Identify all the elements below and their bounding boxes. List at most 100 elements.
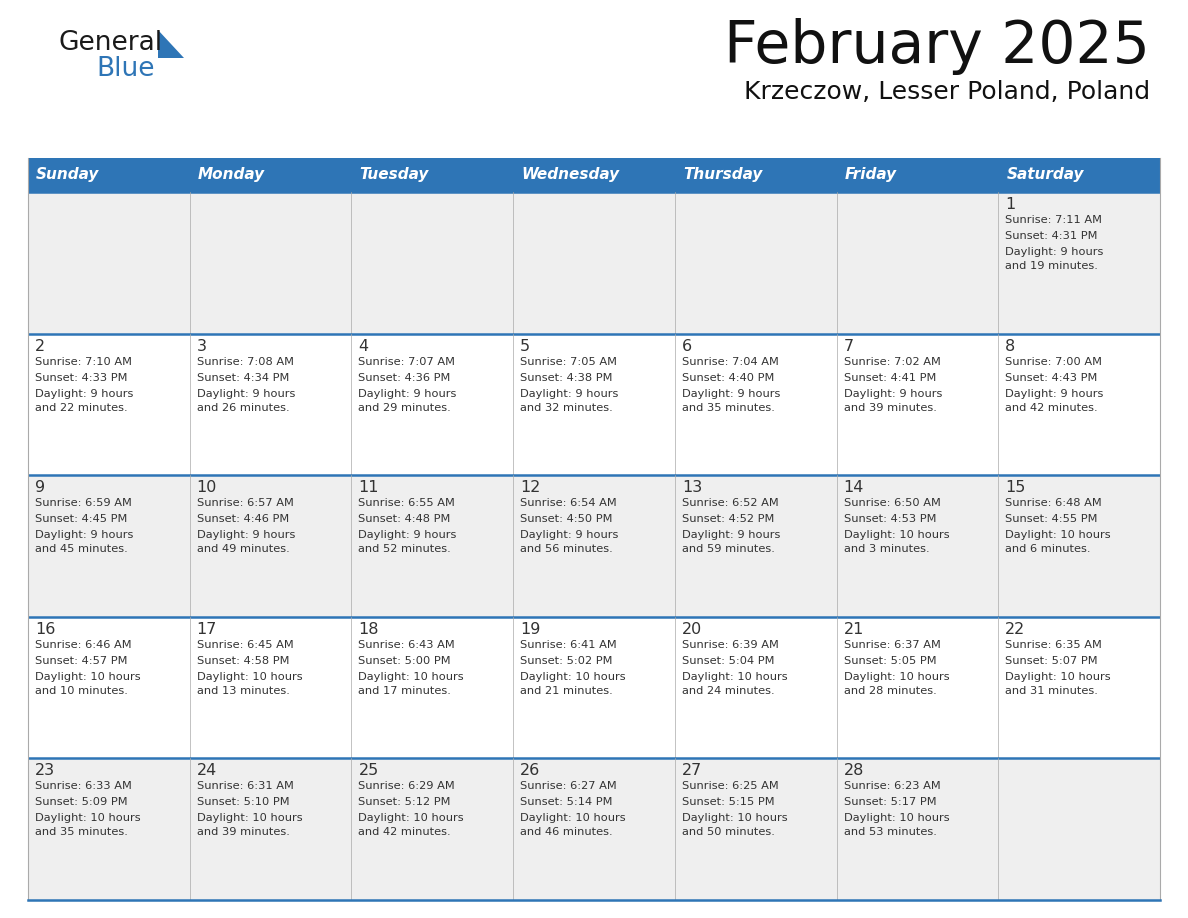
Text: Sunset: 4:36 PM: Sunset: 4:36 PM — [359, 373, 450, 383]
Text: Sunrise: 6:25 AM: Sunrise: 6:25 AM — [682, 781, 778, 791]
Text: Sunset: 5:17 PM: Sunset: 5:17 PM — [843, 798, 936, 808]
Text: Sunset: 5:04 PM: Sunset: 5:04 PM — [682, 655, 775, 666]
Text: Daylight: 9 hours: Daylight: 9 hours — [682, 531, 781, 540]
Text: Sunrise: 6:52 AM: Sunrise: 6:52 AM — [682, 498, 778, 509]
Text: Sunset: 5:10 PM: Sunset: 5:10 PM — [197, 798, 290, 808]
Text: Daylight: 10 hours: Daylight: 10 hours — [682, 813, 788, 823]
Text: Daylight: 10 hours: Daylight: 10 hours — [843, 531, 949, 540]
Bar — [29, 476, 1159, 617]
Text: and 56 minutes.: and 56 minutes. — [520, 544, 613, 554]
Text: Daylight: 9 hours: Daylight: 9 hours — [520, 531, 619, 540]
Text: Sunrise: 6:37 AM: Sunrise: 6:37 AM — [843, 640, 941, 650]
Text: and 35 minutes.: and 35 minutes. — [34, 827, 128, 837]
Text: Daylight: 9 hours: Daylight: 9 hours — [34, 531, 133, 540]
Text: Wednesday: Wednesday — [522, 167, 619, 183]
Text: and 28 minutes.: and 28 minutes. — [843, 686, 936, 696]
Text: and 26 minutes.: and 26 minutes. — [197, 403, 290, 412]
Text: 3: 3 — [197, 339, 207, 353]
Text: Sunset: 4:33 PM: Sunset: 4:33 PM — [34, 373, 127, 383]
Text: Sunset: 4:40 PM: Sunset: 4:40 PM — [682, 373, 775, 383]
Text: Sunset: 4:52 PM: Sunset: 4:52 PM — [682, 514, 775, 524]
Text: Sunrise: 6:43 AM: Sunrise: 6:43 AM — [359, 640, 455, 650]
Text: Daylight: 9 hours: Daylight: 9 hours — [843, 388, 942, 398]
Text: 21: 21 — [843, 621, 864, 637]
Text: Sunset: 4:45 PM: Sunset: 4:45 PM — [34, 514, 127, 524]
Text: 23: 23 — [34, 764, 55, 778]
Text: Daylight: 10 hours: Daylight: 10 hours — [1005, 531, 1111, 540]
Text: Daylight: 10 hours: Daylight: 10 hours — [34, 672, 140, 682]
Text: and 46 minutes.: and 46 minutes. — [520, 827, 613, 837]
Text: February 2025: February 2025 — [725, 18, 1150, 75]
Text: 8: 8 — [1005, 339, 1016, 353]
Text: 10: 10 — [197, 480, 217, 495]
Text: Sunset: 4:48 PM: Sunset: 4:48 PM — [359, 514, 450, 524]
Text: Sunrise: 6:50 AM: Sunrise: 6:50 AM — [843, 498, 941, 509]
Text: Daylight: 9 hours: Daylight: 9 hours — [359, 531, 457, 540]
Text: Sunset: 5:09 PM: Sunset: 5:09 PM — [34, 798, 127, 808]
Text: Monday: Monday — [197, 167, 265, 183]
Text: Sunrise: 6:27 AM: Sunrise: 6:27 AM — [520, 781, 617, 791]
Text: Daylight: 9 hours: Daylight: 9 hours — [1005, 247, 1104, 257]
Bar — [29, 158, 1159, 192]
Text: and 19 minutes.: and 19 minutes. — [1005, 261, 1098, 271]
Text: 22: 22 — [1005, 621, 1025, 637]
Text: Sunset: 5:02 PM: Sunset: 5:02 PM — [520, 655, 613, 666]
Text: Sunrise: 6:59 AM: Sunrise: 6:59 AM — [34, 498, 132, 509]
Text: Daylight: 10 hours: Daylight: 10 hours — [359, 672, 465, 682]
Text: 2: 2 — [34, 339, 45, 353]
Text: Daylight: 9 hours: Daylight: 9 hours — [34, 388, 133, 398]
Text: Daylight: 9 hours: Daylight: 9 hours — [359, 388, 457, 398]
Bar — [29, 192, 1159, 333]
Text: Sunset: 4:31 PM: Sunset: 4:31 PM — [1005, 231, 1098, 241]
Text: Sunrise: 6:48 AM: Sunrise: 6:48 AM — [1005, 498, 1102, 509]
Text: Sunrise: 6:31 AM: Sunrise: 6:31 AM — [197, 781, 293, 791]
Text: and 49 minutes.: and 49 minutes. — [197, 544, 290, 554]
Text: Sunset: 4:34 PM: Sunset: 4:34 PM — [197, 373, 289, 383]
Text: and 3 minutes.: and 3 minutes. — [843, 544, 929, 554]
Bar — [29, 758, 1159, 900]
Text: and 31 minutes.: and 31 minutes. — [1005, 686, 1098, 696]
Text: Daylight: 10 hours: Daylight: 10 hours — [682, 672, 788, 682]
Polygon shape — [158, 30, 184, 58]
Text: Sunrise: 6:41 AM: Sunrise: 6:41 AM — [520, 640, 617, 650]
Text: Sunset: 4:55 PM: Sunset: 4:55 PM — [1005, 514, 1098, 524]
Text: Daylight: 9 hours: Daylight: 9 hours — [520, 388, 619, 398]
Text: and 6 minutes.: and 6 minutes. — [1005, 544, 1091, 554]
Text: Sunrise: 6:54 AM: Sunrise: 6:54 AM — [520, 498, 617, 509]
Text: and 24 minutes.: and 24 minutes. — [682, 686, 775, 696]
Text: Sunset: 5:05 PM: Sunset: 5:05 PM — [843, 655, 936, 666]
Text: and 50 minutes.: and 50 minutes. — [682, 827, 775, 837]
Text: and 10 minutes.: and 10 minutes. — [34, 686, 128, 696]
Text: Daylight: 10 hours: Daylight: 10 hours — [1005, 672, 1111, 682]
Text: Sunrise: 7:05 AM: Sunrise: 7:05 AM — [520, 356, 617, 366]
Text: Friday: Friday — [845, 167, 897, 183]
Text: Sunrise: 6:29 AM: Sunrise: 6:29 AM — [359, 781, 455, 791]
Text: Daylight: 10 hours: Daylight: 10 hours — [843, 813, 949, 823]
Text: Daylight: 10 hours: Daylight: 10 hours — [520, 672, 626, 682]
Text: 7: 7 — [843, 339, 854, 353]
Text: General: General — [58, 30, 162, 56]
Text: Sunset: 4:57 PM: Sunset: 4:57 PM — [34, 655, 127, 666]
Text: Sunset: 4:38 PM: Sunset: 4:38 PM — [520, 373, 613, 383]
Text: and 29 minutes.: and 29 minutes. — [359, 403, 451, 412]
Text: and 45 minutes.: and 45 minutes. — [34, 544, 128, 554]
Text: Daylight: 9 hours: Daylight: 9 hours — [197, 531, 295, 540]
Text: Sunday: Sunday — [36, 167, 100, 183]
Text: Sunrise: 6:23 AM: Sunrise: 6:23 AM — [843, 781, 941, 791]
Text: 4: 4 — [359, 339, 368, 353]
Text: Sunset: 4:43 PM: Sunset: 4:43 PM — [1005, 373, 1098, 383]
Text: Sunset: 5:07 PM: Sunset: 5:07 PM — [1005, 655, 1098, 666]
Text: Daylight: 9 hours: Daylight: 9 hours — [1005, 388, 1104, 398]
Text: 19: 19 — [520, 621, 541, 637]
Text: 11: 11 — [359, 480, 379, 495]
Text: Daylight: 9 hours: Daylight: 9 hours — [197, 388, 295, 398]
Text: 12: 12 — [520, 480, 541, 495]
Text: 5: 5 — [520, 339, 530, 353]
Text: Blue: Blue — [96, 56, 154, 82]
Text: and 32 minutes.: and 32 minutes. — [520, 403, 613, 412]
Text: Daylight: 10 hours: Daylight: 10 hours — [843, 672, 949, 682]
Text: 25: 25 — [359, 764, 379, 778]
Text: Daylight: 10 hours: Daylight: 10 hours — [197, 813, 302, 823]
Text: Tuesday: Tuesday — [360, 167, 429, 183]
Text: Sunset: 4:58 PM: Sunset: 4:58 PM — [197, 655, 289, 666]
